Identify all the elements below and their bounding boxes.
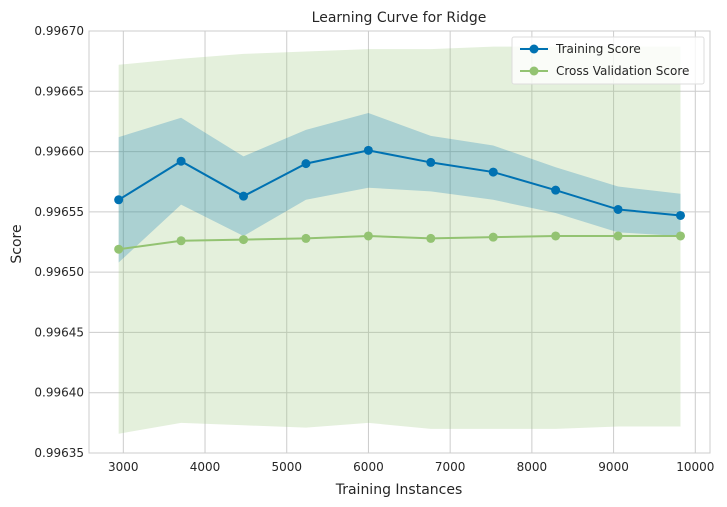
training-score-point xyxy=(114,195,124,205)
cv-score-band xyxy=(118,46,681,434)
y-tick-label: 0.99650 xyxy=(34,265,84,279)
cv-score-point xyxy=(488,232,498,242)
training-score-point xyxy=(363,145,373,155)
x-tick-label: 3000 xyxy=(108,460,139,474)
cv-score-point xyxy=(176,236,186,246)
training-score-point xyxy=(176,156,186,166)
x-tick-label: 7000 xyxy=(435,460,466,474)
training-score-line xyxy=(118,149,681,217)
x-tick-label: 4000 xyxy=(190,460,221,474)
x-tick-label: 9000 xyxy=(598,460,629,474)
y-tick-labels: 0.99635 0.99640 0.99645 0.99650 0.99655 0.996… xyxy=(34,24,84,460)
y-axis-label: Score xyxy=(9,224,25,263)
legend: Training Score Cross Validation Score xyxy=(511,36,705,85)
series-lines xyxy=(118,149,681,251)
y-tick-label: 0.99645 xyxy=(34,325,84,339)
cv-score-point xyxy=(613,231,623,241)
training-score-point xyxy=(239,191,249,201)
cv-score-line xyxy=(118,234,681,251)
x-tick-label: 5000 xyxy=(271,460,302,474)
y-tick-label: 0.99670 xyxy=(34,24,84,38)
cv-score-point xyxy=(239,235,249,245)
chart-title: Learning Curve for Ridge xyxy=(312,10,487,26)
training-score-band xyxy=(118,112,681,263)
legend-training-marker xyxy=(529,44,539,54)
plot-background xyxy=(89,31,710,453)
y-tick-label: 0.99665 xyxy=(34,84,84,98)
x-tick-label: 8000 xyxy=(517,460,548,474)
training-score-point xyxy=(426,157,436,167)
y-tick-label: 0.99660 xyxy=(34,145,84,159)
training-score-point xyxy=(613,204,623,214)
legend-training-label: Training Score xyxy=(555,42,641,56)
cv-score-point xyxy=(426,233,436,243)
training-score-point xyxy=(301,159,311,169)
x-tick-label: 6000 xyxy=(353,460,384,474)
cv-score-point xyxy=(301,233,311,243)
x-tick-label: 10000 xyxy=(676,460,714,474)
training-score-point xyxy=(488,167,498,177)
legend-cv-marker xyxy=(529,66,539,76)
cv-score-point xyxy=(114,244,124,254)
training-score-point xyxy=(676,210,686,220)
y-tick-label: 0.99640 xyxy=(34,386,84,400)
cv-score-point xyxy=(551,231,561,241)
cv-score-point xyxy=(363,231,373,241)
training-score-point xyxy=(551,185,561,195)
variance-bands xyxy=(118,46,681,434)
legend-box xyxy=(511,36,705,85)
y-tick-label: 0.99635 xyxy=(34,446,84,460)
x-axis-label: Training Instances xyxy=(335,482,463,498)
series-points xyxy=(114,145,686,254)
cv-score-point xyxy=(676,231,686,241)
y-tick-label: 0.99655 xyxy=(34,205,84,219)
plot-frame xyxy=(88,30,711,454)
x-tick-labels: 3000 4000 5000 6000 7000 8000 9000 10000 xyxy=(108,460,714,474)
legend-cv-label: Cross Validation Score xyxy=(556,64,689,78)
